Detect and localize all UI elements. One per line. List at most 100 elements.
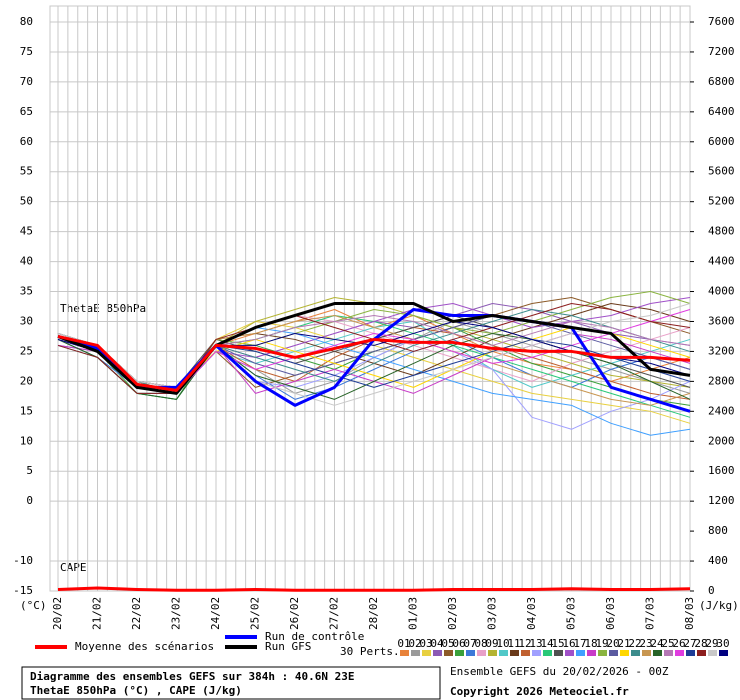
legend-label: 29 — [705, 637, 718, 650]
y2-tick-label: 6800 — [708, 75, 735, 88]
legend-swatch — [510, 650, 519, 656]
legend-swatch — [433, 650, 442, 656]
y-tick-label: 55 — [20, 165, 33, 178]
y2-tick-label: 3600 — [708, 314, 735, 327]
legend-swatch — [642, 650, 651, 656]
legend-label: 16 — [562, 637, 575, 650]
y-tick-label: 45 — [20, 225, 33, 238]
legend-swatch — [488, 650, 497, 656]
x-tick-label: 08/03 — [683, 597, 696, 630]
y2-tick-label: 2800 — [708, 374, 735, 387]
legend-label: 13 — [529, 637, 542, 650]
y2-tick-label: 4800 — [708, 225, 735, 238]
legend-label: 05 — [441, 637, 454, 650]
y2-tick-label: 1600 — [708, 464, 735, 477]
y2-tick-label: 2000 — [708, 434, 735, 447]
lines — [57, 291, 691, 592]
x-tick-label: 27/02 — [328, 597, 341, 630]
y2-tick-label: 6400 — [708, 105, 735, 118]
footer-box — [21, 666, 441, 700]
y-tick-label: 5 — [26, 464, 33, 477]
legend-label: 01 — [397, 637, 410, 650]
legend-label: 20 — [606, 637, 619, 650]
legend-swatch — [620, 650, 629, 656]
legend-swatch — [455, 650, 464, 656]
legend-swatch — [532, 650, 541, 656]
legend-label: Run de contrôle — [265, 630, 364, 643]
y2-tick-label: 6000 — [708, 135, 735, 148]
y-tick-label: 20 — [20, 374, 33, 387]
y2-tick-label: 800 — [708, 524, 728, 537]
legend-label: 24 — [650, 637, 664, 650]
series-line — [57, 302, 691, 395]
legend-swatch — [576, 650, 585, 656]
x-tick-label: 03/03 — [486, 597, 499, 630]
y2-tick-label: 1200 — [708, 494, 735, 507]
y-tick-label: 25 — [20, 344, 33, 357]
legend-swatch — [411, 650, 420, 656]
x-tick-label: 01/03 — [407, 597, 420, 630]
perts-label: 30 Perts. — [340, 645, 400, 658]
legend-swatch — [466, 650, 475, 656]
legend-swatch — [697, 650, 706, 656]
y-tick-label: 60 — [20, 135, 33, 148]
x-tick-label: 23/02 — [170, 597, 183, 630]
x-tick-label: 06/03 — [604, 597, 617, 630]
x-tick-label: 26/02 — [288, 597, 301, 630]
legend-label: 10 — [496, 637, 509, 650]
legend-swatch — [686, 650, 695, 656]
thetae-label: ThetaE 850hPa — [60, 302, 146, 315]
legend-label: 23 — [639, 637, 652, 650]
y-tick-label: 15 — [20, 404, 33, 417]
legend-label: 15 — [551, 637, 564, 650]
legend-label: 18 — [584, 637, 597, 650]
y-tick-label: 75 — [20, 45, 33, 58]
x-tick-label: 24/02 — [209, 597, 222, 630]
plot-area — [49, 5, 691, 592]
legend-label: 27 — [683, 637, 696, 650]
x-tick-label: 25/02 — [249, 597, 262, 630]
legend-swatch — [653, 650, 662, 656]
legend-swatch — [422, 650, 431, 656]
x-tick-label: 20/02 — [51, 597, 64, 630]
legend-label: 08 — [474, 637, 487, 650]
legend-swatch — [477, 650, 486, 656]
x-tick-label: 07/03 — [644, 597, 657, 630]
grid — [50, 6, 691, 592]
legend-swatch — [609, 650, 618, 656]
legend-label: 26 — [672, 637, 685, 650]
legend-swatch — [499, 650, 508, 656]
y-tick-label: -15 — [13, 584, 33, 597]
copyright: Copyright 2026 Meteociel.fr — [450, 685, 629, 698]
y-tick-label: 80 — [20, 15, 33, 28]
y-tick-label: 50 — [20, 195, 33, 208]
series-line — [57, 332, 691, 400]
y2-tick-label: 3200 — [708, 344, 735, 357]
y-tick-label: 35 — [20, 285, 33, 298]
x-tick-label: 21/02 — [91, 597, 104, 630]
legend-swatch — [400, 650, 409, 656]
y2-tick-label: 5200 — [708, 195, 735, 208]
y2-tick-label: 400 — [708, 554, 728, 567]
cape-label: CAPE — [60, 561, 87, 574]
y-unit: (°C) — [20, 599, 47, 612]
y2-tick-label: 5600 — [708, 165, 735, 178]
legend-swatch — [675, 650, 684, 656]
legend-swatch — [664, 650, 673, 656]
x-tick-label: 05/03 — [565, 597, 578, 630]
run-info: Ensemble GEFS du 20/02/2026 - 00Z — [450, 665, 669, 678]
legend-swatch — [543, 650, 552, 656]
legend-swatch — [587, 650, 596, 656]
y-tick-label: -10 — [13, 554, 33, 567]
legend-label: Run GFS — [265, 640, 311, 653]
legend-label: 07 — [463, 637, 476, 650]
x-tick-label: 02/03 — [446, 597, 459, 630]
legend-label: 04 — [430, 637, 444, 650]
y2-tick-label: 7600 — [708, 15, 735, 28]
y2-tick-label: 2400 — [708, 404, 735, 417]
y-tick-label: 10 — [20, 434, 33, 447]
legend-label: 09 — [485, 637, 498, 650]
y-tick-label: 70 — [20, 75, 33, 88]
y2-unit: (J/kg) — [699, 599, 739, 612]
